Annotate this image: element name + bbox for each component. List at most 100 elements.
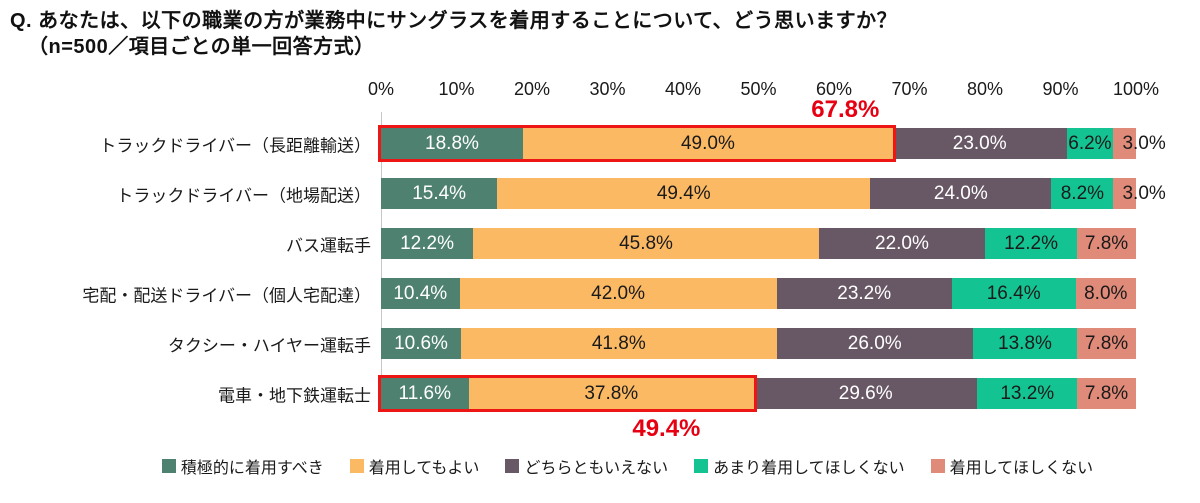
axis-tick-label: 50% bbox=[740, 79, 777, 99]
segment-value-label: 23.2% bbox=[837, 282, 892, 304]
chart-title-question: Q. あなたは、以下の職業の方が業務中にサングラスを着用することについて、どう思… bbox=[10, 10, 898, 32]
segment-value-label: 24.0% bbox=[933, 182, 988, 204]
axis-tick-label: 80% bbox=[966, 79, 1004, 99]
bar-segment: 6.2% bbox=[1066, 128, 1114, 159]
bar-segment: 8.0% bbox=[1075, 278, 1136, 309]
segment-value-label: 23.0% bbox=[952, 132, 1007, 154]
legend-swatch bbox=[349, 459, 364, 473]
bar-row: 12.2% 45.8% 22.0% 12.2% 7.8% bbox=[381, 228, 1136, 259]
bar-segment: 8.2% bbox=[1051, 178, 1114, 209]
bar-segment: 22.0% bbox=[818, 228, 985, 259]
bar-row: 11.6% 37.8% 29.6% 13.2% 7.8% bbox=[381, 378, 1136, 409]
axis-tick-label: 10% bbox=[438, 79, 475, 99]
legend-swatch bbox=[505, 459, 520, 473]
category-label: 電車・地下鉄運転士 bbox=[218, 386, 371, 405]
segment-value-label: 29.6% bbox=[838, 382, 893, 404]
sum-annotation: 49.4% bbox=[632, 415, 701, 442]
bar-segment: 13.8% bbox=[972, 328, 1078, 359]
segment-value-label: 3.0% bbox=[1122, 182, 1166, 204]
bar-segment: 7.8% bbox=[1077, 378, 1136, 409]
legend-item: 積極的に着用すべき bbox=[161, 454, 324, 478]
segment-value-label: 8.0% bbox=[1084, 282, 1128, 304]
bar-row: 10.4% 42.0% 23.2% 16.4% 8.0% bbox=[381, 278, 1136, 309]
chart-title: Q. あなたは、以下の職業の方が業務中にサングラスを着用することについて、どう思… bbox=[10, 8, 897, 60]
bar-segment: 12.2% bbox=[984, 228, 1078, 259]
axis-tick-label: 90% bbox=[1042, 79, 1079, 99]
bar-row: 10.6% 41.8% 26.0% 13.8% 7.8% bbox=[381, 328, 1136, 359]
bar-segment: 18.8% bbox=[381, 128, 523, 159]
segment-value-label: 8.2% bbox=[1060, 182, 1105, 204]
legend-swatch bbox=[694, 459, 709, 473]
segment-value-label: 13.8% bbox=[998, 332, 1052, 354]
segment-value-label: 10.4% bbox=[393, 282, 448, 304]
category-label: トラックドライバー（長距離輸送） bbox=[99, 136, 371, 155]
bar-segment: 23.0% bbox=[892, 128, 1067, 159]
chart-title-sample-note: （n=500／項目ごとの単一回答方式） bbox=[28, 36, 375, 58]
segment-value-label: 45.8% bbox=[619, 232, 673, 254]
sum-annotation: 67.8% bbox=[811, 96, 880, 123]
legend-label: 着用してもよい bbox=[368, 460, 480, 477]
legend-label: 着用してほしくない bbox=[949, 460, 1094, 477]
category-label: バス運転手 bbox=[286, 236, 371, 255]
axis-tick-label: 100% bbox=[1112, 79, 1160, 99]
bar-segment: 41.8% bbox=[461, 328, 777, 359]
segment-value-label: 26.0% bbox=[847, 332, 902, 354]
segment-value-label: 10.6% bbox=[394, 332, 448, 354]
axis-tick-label: 30% bbox=[589, 79, 626, 99]
legend: 積極的に着用すべき 着用してもよい どちらともいえない あまり着用してほしくない 着用し… bbox=[0, 454, 1200, 478]
segment-value-label: 12.2% bbox=[1004, 232, 1058, 254]
legend-label: 積極的に着用すべき bbox=[180, 460, 324, 477]
segment-value-label: 15.4% bbox=[412, 182, 467, 204]
segment-value-label: 12.2% bbox=[400, 232, 454, 254]
bar-segment: 49.0% bbox=[522, 128, 893, 159]
bar-segment: 11.6% bbox=[381, 378, 469, 409]
legend-item: どちらともいえない bbox=[505, 454, 668, 478]
segment-value-label: 18.8% bbox=[425, 132, 479, 154]
category-label: 宅配・配送ドライバー（個人宅配達） bbox=[82, 286, 371, 305]
legend-item: 着用してほしくない bbox=[930, 454, 1094, 478]
bar-segment: 13.2% bbox=[977, 378, 1078, 409]
bar-row: 18.8% 49.0% 23.0% 6.2% 3.0% bbox=[381, 128, 1166, 159]
segment-value-label: 37.8% bbox=[584, 382, 639, 404]
legend-swatch bbox=[930, 459, 945, 473]
legend-swatch bbox=[161, 459, 176, 473]
bar-segment: 7.8% bbox=[1077, 228, 1136, 259]
bar-segment: 16.4% bbox=[951, 278, 1076, 309]
segment-value-label: 49.0% bbox=[680, 132, 735, 154]
segment-value-label: 41.8% bbox=[591, 332, 646, 354]
legend-item: あまり着用してほしくない bbox=[694, 454, 905, 478]
bar-segment: 15.4% bbox=[381, 178, 498, 209]
bar-segment: 45.8% bbox=[473, 228, 819, 259]
bar-segment: 29.6% bbox=[753, 378, 978, 409]
segment-value-label: 7.8% bbox=[1084, 332, 1129, 354]
bar-segment: 23.2% bbox=[776, 278, 952, 309]
segment-value-label: 7.8% bbox=[1084, 232, 1129, 254]
segment-value-label: 3.0% bbox=[1122, 132, 1166, 154]
axis-tick-label: 20% bbox=[513, 79, 551, 99]
bar-segment: 26.0% bbox=[776, 328, 973, 359]
bar-segment: 24.0% bbox=[870, 178, 1052, 209]
axis-tick-label: 60% bbox=[815, 79, 853, 99]
bar-segment: 42.0% bbox=[459, 278, 777, 309]
segment-value-label: 42.0% bbox=[591, 282, 645, 304]
segment-value-label: 49.4% bbox=[656, 182, 711, 204]
axis-baseline bbox=[381, 112, 382, 408]
legend-item: 着用してもよい bbox=[349, 454, 480, 478]
category-label: タクシー・ハイヤー運転手 bbox=[167, 336, 371, 355]
segment-value-label: 11.6% bbox=[398, 382, 452, 404]
axis-tick-label: 0% bbox=[367, 79, 395, 99]
bar-segment: 49.4% bbox=[497, 178, 871, 209]
bar-segment: 7.8% bbox=[1077, 328, 1136, 359]
segment-value-label: 7.8% bbox=[1084, 382, 1129, 404]
legend-label: どちらともいえない bbox=[524, 460, 669, 477]
segment-value-label: 22.0% bbox=[875, 232, 929, 254]
bar-segment: 3.0% bbox=[1113, 178, 1166, 209]
legend-label: あまり着用してほしくない bbox=[713, 460, 905, 477]
bar-segment: 37.8% bbox=[468, 378, 754, 409]
bar-segment: 3.0% bbox=[1113, 128, 1166, 159]
segment-value-label: 6.2% bbox=[1068, 132, 1112, 154]
axis-tick-label: 70% bbox=[891, 79, 928, 99]
segment-value-label: 16.4% bbox=[986, 282, 1041, 304]
bar-segment: 12.2% bbox=[381, 228, 474, 259]
